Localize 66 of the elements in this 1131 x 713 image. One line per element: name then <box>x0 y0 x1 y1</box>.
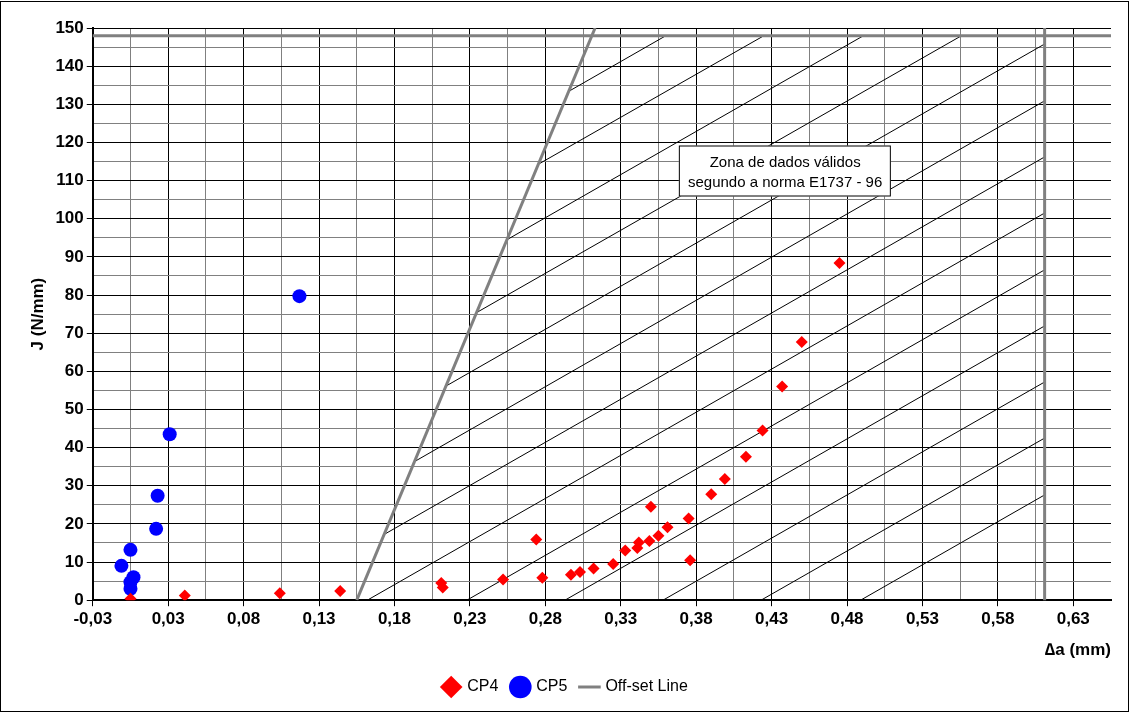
x-tick-label: -0,03 <box>73 609 113 629</box>
point <box>536 571 549 584</box>
point <box>652 529 665 542</box>
point <box>149 521 164 536</box>
x-axis-title: ∆a (mm) <box>1044 640 1111 660</box>
y-tick-label: 10 <box>64 551 84 571</box>
y-axis-title: J (N/mm) <box>27 277 47 351</box>
y-tick-label: 20 <box>64 513 84 533</box>
point <box>682 512 695 525</box>
x-tick-label: 0,18 <box>377 609 412 629</box>
legend-label: CP4 <box>467 677 499 695</box>
point <box>123 542 138 557</box>
y-tick-label: 60 <box>64 361 84 381</box>
x-tick-label: 0,48 <box>830 609 864 629</box>
y-tick-label: 140 <box>55 55 84 75</box>
x-tick-label: 0,33 <box>604 609 638 629</box>
point <box>795 335 808 348</box>
point <box>776 380 789 393</box>
point <box>114 558 129 573</box>
y-tick-label: 30 <box>64 475 84 495</box>
point <box>178 589 191 601</box>
point <box>150 488 165 503</box>
point <box>574 565 587 578</box>
point <box>661 521 674 534</box>
point <box>718 472 731 485</box>
x-tick-label: 0,63 <box>1056 609 1090 629</box>
point <box>644 500 657 513</box>
y-tick-label: 70 <box>64 322 84 342</box>
point <box>833 256 846 269</box>
y-tick-label: 100 <box>55 208 84 228</box>
point <box>739 450 752 463</box>
point <box>334 585 347 598</box>
legend-label: CP5 <box>536 677 568 695</box>
x-tick-label: 0,23 <box>453 609 487 629</box>
point <box>162 427 177 442</box>
point <box>273 587 286 600</box>
point <box>587 562 600 575</box>
point <box>497 573 510 586</box>
x-tick-label: 0,28 <box>528 609 562 629</box>
y-tick-label: 80 <box>64 284 84 304</box>
y-tick-label: 50 <box>64 399 84 419</box>
y-tick-label: 120 <box>55 132 84 152</box>
point <box>756 424 769 437</box>
y-tick-label: 130 <box>55 93 84 113</box>
point <box>643 535 656 548</box>
x-tick-label: 0,38 <box>679 609 713 629</box>
point <box>530 533 543 546</box>
x-tick-label: 0,43 <box>755 609 789 629</box>
x-tick-label: 0,53 <box>905 609 939 629</box>
x-tick-label: 0,03 <box>151 609 185 629</box>
y-tick-label: 40 <box>64 437 84 457</box>
x-tick-label: 0,08 <box>227 609 261 629</box>
y-tick-label: 0 <box>74 589 84 609</box>
point <box>684 554 697 567</box>
x-tick-label: 0,58 <box>981 609 1015 629</box>
x-tick-label: 0,13 <box>302 609 336 629</box>
point <box>292 289 307 304</box>
point <box>564 568 577 581</box>
legend-label: Off-set Line <box>605 677 688 695</box>
point <box>705 488 718 501</box>
y-tick-label: 150 <box>55 17 84 37</box>
y-tick-label: 90 <box>64 246 84 266</box>
y-tick-label: 110 <box>56 170 84 190</box>
annotation: Zona de dados válidos segundo a norma E1737 - 96 <box>679 145 892 197</box>
point <box>607 557 620 570</box>
point <box>619 544 632 557</box>
